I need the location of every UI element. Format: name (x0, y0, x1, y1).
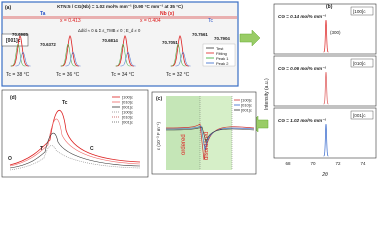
y-label: ε (10⁻³ F m⁻¹) (156, 121, 161, 150)
panel-b: CG = 0.14 mol% mm⁻¹ [100]c CG = 0.06 mol% … (273, 3, 377, 166)
peak-value: 70.6372 (40, 42, 56, 47)
curve (165, 125, 255, 151)
legend-entry: [100]c (122, 95, 133, 100)
curve (9, 145, 141, 171)
direction: [100]c (353, 9, 366, 14)
direction: [001]c (353, 113, 366, 118)
peak-note: (300) (330, 30, 341, 35)
direction-box (350, 110, 374, 120)
cg-label: CG = 1.02 mol% mm⁻¹ (278, 118, 326, 123)
x-label: 2θ (321, 172, 328, 178)
legend-entry: [001]c (241, 108, 252, 113)
cg-label: CG = 0.06 mol% mm⁻¹ (278, 66, 326, 71)
direction: [001]c (6, 38, 21, 44)
peak-value: 70.6965 (12, 32, 28, 37)
curve (165, 126, 255, 144)
direction-box (350, 58, 374, 68)
ordered-region (166, 96, 200, 170)
peak-2 (120, 51, 136, 67)
panel-label: (c) (156, 96, 162, 102)
x-tick-label: 74 (360, 161, 366, 166)
peak-2 (175, 51, 191, 67)
peak-value: 70.7904 (214, 36, 230, 41)
phase-label: O (8, 156, 12, 162)
x-tick-label: 72 (335, 161, 341, 166)
figure: (a) KTN:5 / CG(Nb) = 1.02 mol% mm⁻¹ (0.9… (1, 1, 377, 178)
peak-1 (170, 43, 186, 67)
legend-entry: [100]c (241, 98, 252, 103)
ordered-label: ordered (181, 134, 187, 155)
peak-1 (10, 43, 26, 67)
xrd-curve (323, 71, 329, 105)
legend-entry: Test (216, 46, 224, 51)
legend-entry: [100]c (122, 110, 133, 115)
legend-entry: Peak 1 (216, 56, 229, 61)
legend-entry: [010]c (122, 115, 133, 120)
temperature: Tc = 38 °C (6, 72, 30, 78)
legend-entry: Peak 2 (216, 61, 229, 66)
x-left: x = 0.413 (60, 18, 81, 24)
legend-box (202, 43, 236, 67)
xrd-curve (323, 19, 329, 53)
direction-box (350, 6, 374, 16)
page: {"panel_a":{"label":"(a)","direction":"[… (0, 0, 378, 179)
curve (9, 132, 141, 169)
condition: Δd/d ≈ 0 & Σ ε_TMB ≠ 0 ; E_d ≠ 0 (78, 28, 141, 33)
x-tick-label: 70 (310, 161, 316, 166)
panel-label: (d) (10, 95, 17, 101)
panel-label: (b) (326, 4, 333, 10)
peak-1 (60, 43, 76, 67)
legend-entry: [001]c (122, 120, 133, 125)
legend: [100]c[010]c[001]c (234, 98, 252, 113)
gradient-bar (3, 16, 237, 19)
legend-entry: [010]c (241, 103, 252, 108)
peaks: Tc = 38 °C Tc = 36 °C Tc = 34 °C Tc = 32 °C… (6, 32, 230, 78)
tc-label: Tc (62, 100, 68, 106)
legend-entry: [001]c (122, 105, 133, 110)
fit-curve (116, 35, 134, 67)
direction: [010]c (353, 61, 366, 66)
fit-curve (61, 35, 79, 67)
curve (9, 118, 141, 167)
disordered-label: disordered (204, 132, 210, 160)
temperature: Tc = 34 °C (111, 72, 135, 78)
ta-label: Ta (40, 11, 46, 17)
tc-label: Tc (208, 18, 214, 24)
peak-value: 70.7561 (192, 32, 208, 37)
panel-label: (a) (5, 5, 11, 11)
nb-label: Nb (x) (160, 11, 175, 17)
fit-curve (171, 35, 189, 67)
legend-entry: Fitting (216, 51, 227, 56)
curve (9, 109, 141, 166)
peak-2 (65, 51, 81, 67)
temperature: Tc = 32 °C (166, 72, 190, 78)
phase-label: T (40, 146, 43, 152)
curve (165, 123, 255, 161)
legend: [100]c[010]c[001]c[100]c[010]c[001]c (112, 95, 133, 125)
cg-label: CG = 0.14 mol% mm⁻¹ (278, 14, 326, 19)
peak-value: 70.6814 (102, 38, 118, 43)
x-right: x = 0.404 (140, 18, 161, 24)
panel-d-frame (1, 89, 149, 178)
xrd-curve (323, 123, 329, 157)
fit-curve (11, 35, 29, 67)
temperature: Tc = 36 °C (56, 72, 80, 78)
phase-label: C (90, 146, 94, 152)
peak-value: 70.7051 (162, 40, 178, 45)
peak-1 (115, 43, 131, 67)
disordered-region (200, 96, 232, 170)
y-label: Intensity (a.u.) (264, 78, 270, 110)
legend-entry: [010]c (122, 100, 133, 105)
title: KTN:5 / CG(Nb) = 1.02 mol% mm⁻¹ (0.90 °C… (57, 4, 183, 9)
peak-2 (15, 51, 31, 67)
arrow (239, 29, 261, 47)
x-tick-label: 68 (285, 161, 291, 166)
